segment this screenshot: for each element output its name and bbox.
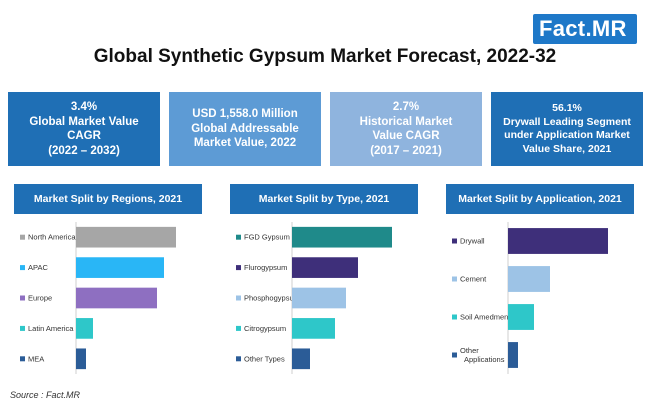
legend-marker-soil-amedment [452, 314, 457, 320]
legend-marker-drywall [452, 238, 457, 244]
category-label-citrogypsum: Citrogypsum [244, 324, 286, 333]
bar-flurogypsum [292, 257, 358, 278]
category-label-other-applications: Other Applications [460, 346, 505, 364]
category-label-drywall: Drywall [460, 237, 485, 246]
category-label-cement: Cement [460, 275, 487, 284]
category-label-phosphogypsum: Phosphogypsum [244, 294, 300, 303]
category-label-flurogypsum: Flurogypsum [244, 263, 287, 272]
category-label-apac: APAC [28, 263, 48, 272]
category-label-europe: Europe [28, 294, 52, 303]
regions-bar-chart: North America APAC Europe Latin America MEA [20, 222, 176, 374]
kpi-drywall-share: 56.1% Drywall Leading Segment under Appl… [491, 92, 643, 166]
category-label-mea: MEA [28, 354, 44, 363]
source-note: Source : Fact.MR [10, 390, 81, 400]
kpi-line: (2022 – 2032) [48, 144, 120, 157]
bar-cement [508, 266, 550, 292]
kpi-line: Value Share, 2021 [522, 142, 612, 155]
type-panel: Market Split by Type, 2021 FGD Gypsum Flu… [224, 184, 424, 380]
legend-marker-flurogypsum [236, 265, 241, 271]
application-panel: Market Split by Application, 2021 Drywal… [440, 184, 640, 380]
legend-marker-other-applications [452, 352, 457, 358]
category-label-other-types: Other Types [244, 354, 285, 363]
legend-marker-latin-america [20, 325, 25, 331]
kpi-line: Historical Market [359, 115, 453, 128]
kpi-market-value: USD 1,558.0 Million Global Addressable M… [169, 92, 321, 166]
category-label-north-america: North America [28, 233, 76, 242]
bar-other-types [292, 348, 310, 370]
category-label-soil-amedment: Soil Amedment [460, 313, 511, 322]
category-label-latin-america: Latin America [28, 324, 74, 333]
application-chart-title: Market Split by Application, 2021 [446, 184, 634, 214]
bar-apac [76, 257, 164, 278]
kpi-global-cagr: 3.4% Global Market Value CAGR (2022 – 20… [8, 92, 160, 166]
regions-panel: Market Split by Regions, 2021 North Amer… [8, 184, 208, 380]
type-chart-title: Market Split by Type, 2021 [230, 184, 418, 214]
bar-europe [76, 287, 157, 309]
kpi-line: Drywall Leading Segment [503, 115, 631, 128]
bar-soil-amedment [508, 304, 534, 330]
kpi-line: 3.4% [70, 101, 98, 113]
kpi-line: (2017 – 2021) [370, 144, 442, 157]
legend-marker-citrogypsum [236, 325, 241, 331]
kpi-line: CAGR [67, 130, 101, 142]
legend-marker-mea [20, 356, 25, 362]
legend-marker-fgd-gypsum [236, 234, 241, 240]
legend-marker-other-types [236, 356, 241, 362]
page-title: Global Synthetic Gypsum Market Forecast,… [93, 46, 557, 67]
fact-mr-logo: Fact.MR [533, 14, 637, 44]
bar-latin-america [76, 318, 93, 339]
application-bar-chart: Drywall Cement Soil Amedment Other Applicati… [452, 222, 608, 374]
kpi-line: under Application Market [504, 129, 630, 141]
kpi-line: Value CAGR [372, 130, 440, 142]
bar-fgd-gypsum [292, 226, 392, 248]
legend-marker-europe [20, 295, 25, 301]
kpi-line: 2.7% [392, 101, 420, 113]
kpi-line: USD 1,558.0 Million [192, 108, 298, 121]
regions-chart-title: Market Split by Regions, 2021 [14, 184, 202, 214]
kpi-line: Global Market Value [29, 115, 139, 128]
legend-marker-north-america [20, 234, 25, 240]
legend-marker-apac [20, 265, 25, 271]
kpi-historical-cagr: 2.7% Historical Market Value CAGR (2017 … [330, 92, 482, 166]
bar-citrogypsum [292, 318, 335, 339]
kpi-line: Global Addressable [191, 122, 299, 135]
bar-mea [76, 348, 86, 370]
type-bar-chart: FGD Gypsum Flurogypsum Phosphogypsum Citrog… [236, 222, 392, 374]
kpi-line: Market Value, 2022 [193, 137, 297, 150]
legend-marker-cement [452, 276, 457, 282]
legend-marker-phosphogypsum [236, 295, 241, 301]
category-label-fgd-gypsum: FGD Gypsum [244, 233, 290, 242]
bar-drywall [508, 228, 608, 254]
kpi-line: 56.1% [552, 102, 582, 114]
bar-other-applications [508, 342, 518, 368]
bar-phosphogypsum [292, 287, 346, 309]
bar-north-america [76, 226, 176, 248]
